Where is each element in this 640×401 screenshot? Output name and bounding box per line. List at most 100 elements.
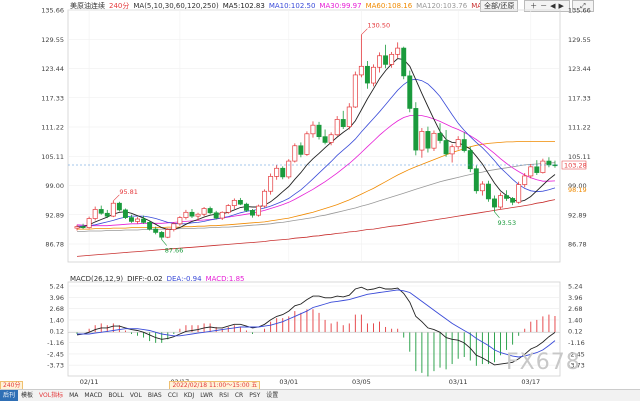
candle-body [183, 211, 189, 218]
candle-body [552, 164, 558, 167]
macd-y-tick-right: 5.24 [568, 283, 582, 291]
candle-body [268, 176, 274, 192]
candle-body [461, 139, 467, 151]
price-y-tick-right: 135.66 [568, 7, 591, 15]
price-y-tick-right: 105.11 [568, 153, 591, 161]
candle-body [250, 210, 255, 216]
candle-body [504, 195, 510, 199]
candle-body [104, 212, 110, 217]
candle-body [129, 217, 134, 222]
macd-y-tick-right: -3.73 [568, 362, 585, 370]
zoom-controls: ＋ － ◀ ▶ [524, 0, 570, 12]
candle-body [352, 74, 358, 108]
macd-y-tick-left: 1.40 [50, 316, 64, 324]
tab-10[interactable]: LWR [200, 392, 214, 399]
ma-line-ma30 [76, 114, 556, 227]
tab-12[interactable]: CR [234, 392, 244, 399]
candle-body [516, 184, 522, 203]
ma-params-label: MA(5,10,30,60,120,250) [133, 2, 219, 10]
candle-body [346, 106, 352, 127]
price-tag-2: 98.19 [568, 186, 587, 194]
macd-y-tick-left: 3.96 [50, 294, 64, 302]
ma120-value: MA120:103.76 [416, 2, 468, 10]
tab-2[interactable]: VOL指标 [39, 392, 64, 399]
macd-y-tick-right: -2.45 [568, 350, 585, 358]
candle-body [177, 217, 183, 225]
tab-9[interactable]: KDJ [183, 392, 195, 399]
candle-body [237, 199, 243, 205]
candle-body [522, 175, 528, 185]
tab-8[interactable]: CCI [167, 392, 178, 399]
candle-body [141, 218, 147, 223]
candle-body [213, 212, 219, 219]
tab-13[interactable]: PSY [249, 392, 261, 399]
candle-body [407, 75, 413, 109]
tab-14[interactable]: 设置 [266, 392, 279, 399]
x-tick-label: 03/11 [449, 378, 468, 386]
candle-body [431, 132, 437, 149]
tab-0[interactable]: 后刊 [0, 390, 19, 401]
symbol-label[interactable]: 美原油连续 [70, 2, 105, 10]
macd-y-tick-left: 2.68 [50, 305, 64, 313]
fullscreen-icon[interactable]: ⤢ [572, 0, 594, 12]
candle-body [92, 209, 98, 219]
candle-body [256, 205, 261, 216]
x-tick-label: 02/11 [80, 378, 99, 386]
candle-body [195, 213, 201, 217]
period-label[interactable]: 240分 [109, 2, 130, 10]
high-annotation-label: 130.50 [367, 22, 390, 30]
price-y-tick-left: 92.89 [45, 211, 64, 219]
macd-y-tick-right: 3.96 [568, 294, 582, 302]
tab-6[interactable]: VOL [129, 392, 142, 399]
candle-body [395, 47, 401, 55]
candle-body [492, 198, 497, 208]
zoom-in-icon[interactable]: ＋ [530, 2, 538, 10]
price-y-tick-left: 99.00 [45, 182, 64, 190]
candle-body [165, 229, 171, 238]
indicator-tab-bar: 后刊 模板 VOL指标 MA MACD BOLL VOL BIAS CCI KDJ LWR RSI CR… [0, 389, 640, 401]
candle-body [201, 208, 207, 215]
tab-1[interactable]: 模板 [21, 392, 34, 399]
tab-11[interactable]: RSI [219, 392, 229, 399]
price-y-tick-left: 135.66 [41, 7, 64, 15]
price-y-tick-right: 129.55 [568, 36, 591, 44]
macd-params-label: MACD(26,12,9) [70, 275, 124, 283]
tab-5[interactable]: BOLL [108, 392, 124, 399]
macd-y-tick-right: -1.16 [568, 339, 585, 347]
candle-body [364, 65, 370, 84]
ma-line-ma10 [77, 78, 556, 227]
pan-right-icon[interactable]: ▶ [558, 2, 564, 10]
x-tick-label: 03/17 [521, 378, 540, 386]
ma5-value: MA5:102.83 [222, 2, 265, 10]
macd-y-tick-left: 0.12 [50, 328, 64, 336]
tab-7[interactable]: BIAS [147, 392, 162, 399]
tab-4[interactable]: MACD [84, 392, 103, 399]
candle-body [377, 55, 382, 68]
price-y-tick-left: 129.55 [41, 36, 64, 44]
candle-body [413, 108, 419, 151]
high-annotation-label: 95.81 [119, 188, 138, 196]
candle-body [292, 145, 298, 162]
candle-body [473, 168, 479, 192]
candle-body [298, 145, 304, 155]
candle-body [419, 131, 425, 151]
candle-body [116, 202, 122, 211]
price-y-tick-right: 99.00 [568, 182, 587, 190]
pan-left-icon[interactable]: ◀ [550, 2, 556, 10]
zoom-out-icon[interactable]: － [540, 2, 548, 10]
price-chart[interactable]: 135.66 135.66 129.55 129.55 123.44 123.44 117.… [0, 0, 640, 270]
candle-body [334, 119, 340, 136]
candle-body [425, 131, 431, 149]
macd-diff-line [76, 286, 556, 366]
price-y-tick-left: 105.11 [41, 153, 64, 161]
tab-3[interactable]: MA [69, 392, 79, 399]
candle-body [122, 209, 128, 218]
candle-body [110, 202, 116, 217]
candle-body [510, 198, 516, 203]
price-y-tick-right: 111.22 [568, 124, 591, 132]
candle-body [316, 124, 322, 138]
macd-value: MACD:1.85 [205, 275, 245, 283]
reset-zoom-button[interactable]: 全部/还原 [480, 0, 519, 12]
candle-body [280, 167, 286, 178]
